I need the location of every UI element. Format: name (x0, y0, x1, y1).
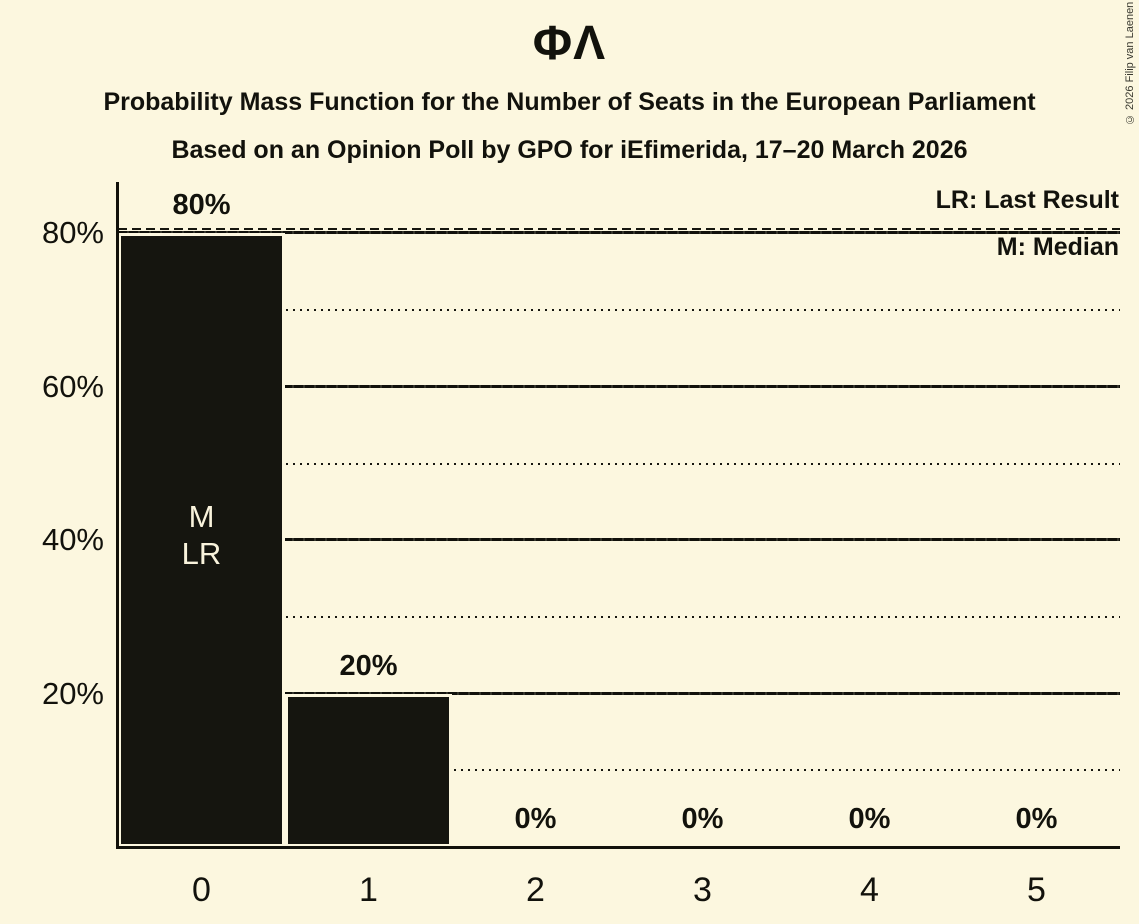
x-axis-label-3: 3 (693, 871, 712, 909)
minor-gridline-10 (118, 769, 1120, 772)
x-axis-label-1: 1 (359, 871, 378, 909)
last-result-line (118, 227, 1120, 230)
x-axis-label-2: 2 (526, 871, 545, 909)
major-gridline-40 (118, 538, 1120, 542)
annotation-line-lr: LR (181, 536, 222, 571)
major-gridline-80 (118, 231, 1120, 235)
bar-seats-0 (118, 233, 285, 847)
copyright-notice: © 2026 Filip van Laenen (1124, 1, 1136, 125)
x-axis-label-5: 5 (1027, 871, 1046, 909)
chart-subtitle: Probability Mass Function for the Number… (103, 88, 1036, 116)
y-axis-label-60: 60% (41, 368, 104, 404)
bar-value-label-0: 80% (172, 189, 231, 222)
y-axis-label-40: 40% (41, 522, 104, 558)
bar-seats-1 (285, 693, 452, 847)
legend-last-result: LR: Last Result (935, 186, 1119, 214)
bar-value-label-2: 0% (514, 803, 557, 835)
legend-median: M: Median (996, 233, 1119, 261)
minor-gridline-50 (118, 462, 1120, 465)
bar-value-label-5: 0% (1015, 803, 1058, 835)
y-axis-line (116, 182, 119, 849)
minor-gridline-30 (118, 615, 1120, 618)
y-axis-label-20: 20% (41, 675, 104, 711)
x-axis-label-4: 4 (860, 871, 879, 909)
bar-value-label-4: 0% (848, 803, 891, 835)
bar-value-label-1: 20% (339, 649, 398, 682)
x-axis-label-0: 0 (192, 871, 211, 909)
minor-gridline-70 (118, 309, 1120, 312)
annotation-line-m: M (188, 499, 215, 534)
y-axis-label-80: 80% (41, 215, 104, 251)
major-gridline-60 (118, 384, 1120, 388)
chart-source-note: Based on an Opinion Poll by GPO for iEfi… (171, 136, 968, 164)
x-axis-line (116, 845, 1120, 849)
bar-value-label-3: 0% (681, 803, 724, 835)
major-gridline-20 (118, 691, 1120, 695)
chart-title: ΦΛ (532, 17, 607, 70)
median-last-result-marker: M LR (118, 498, 285, 572)
